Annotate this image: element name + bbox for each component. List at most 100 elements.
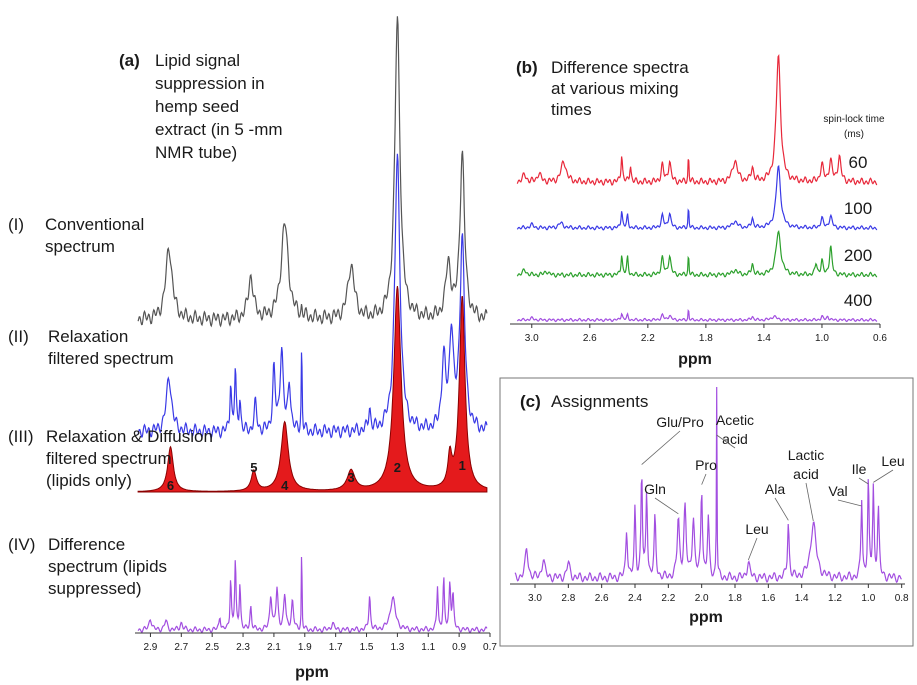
panel-b-tick-label: 0.6 <box>873 333 887 344</box>
spectrum-2-line <box>137 153 488 440</box>
panel-b-title-line-1: Difference spectra <box>551 58 689 77</box>
annotation-4-line-1: Gln <box>644 481 666 497</box>
peak-number-5: 5 <box>250 460 257 475</box>
annotation-9-line-1: Val <box>828 483 847 499</box>
panel-a-tick-label: 2.7 <box>174 642 188 653</box>
panel-c-tick-label: 1.2 <box>828 593 842 604</box>
panel-a-title-line-2: suppression in <box>155 74 265 93</box>
panel-a-title-line-1: Lipid signal <box>155 51 240 70</box>
panel-a-tick-label: 2.1 <box>267 642 281 653</box>
mixing-100-line <box>516 164 878 231</box>
annotation-8-line-1: Ile <box>852 461 867 477</box>
annotation-leader-9 <box>837 499 862 507</box>
panel-a-xlabel: ppm <box>295 664 329 681</box>
series-2-label-line-1: Relaxation <box>48 327 128 346</box>
annotation-leader-5 <box>747 537 758 561</box>
annotation-leader-3 <box>701 473 707 485</box>
series-2-roman: (II) <box>8 327 29 346</box>
panel-c-xlabel: ppm <box>689 609 723 626</box>
panel-a-tick-label: 1.9 <box>298 642 312 653</box>
panel-b-tick-label: 2.6 <box>583 333 597 344</box>
annotation-leader-1 <box>716 434 736 449</box>
panel-b-title-line-3: times <box>551 100 592 119</box>
mixing-time-label-400: 400 <box>844 291 872 310</box>
series-4-label-line-2: spectrum (lipids <box>48 557 167 576</box>
annotation-6-line-1: Ala <box>765 481 785 497</box>
panel-b-label: (b) <box>516 58 538 77</box>
panel-c-title: Assignments <box>551 392 648 411</box>
annotation-leader-6 <box>774 497 789 521</box>
peak-number-1: 1 <box>459 458 466 473</box>
series-1-label-line-1: Conventional <box>45 215 144 234</box>
annotation-leader-2 <box>641 430 681 465</box>
panel-c-tick-label: 1.0 <box>861 593 875 604</box>
annotation-leader-4 <box>654 497 679 515</box>
mixing-time-label-200: 200 <box>844 246 872 265</box>
panel-c: Acetic acid Glu/Pro Pro Gln Leu Ala Lactic acid I… <box>510 386 909 626</box>
series-4-label-line-3: suppressed) <box>48 579 142 598</box>
panel-b-xlabel: ppm <box>678 351 712 368</box>
peak-number-4: 4 <box>281 478 289 493</box>
legend-title-line-1: spin-lock time <box>823 114 885 125</box>
mixing-time-label-100: 100 <box>844 199 872 218</box>
panel-a-tick-label: 1.3 <box>390 642 404 653</box>
annotation-1-line-2: acid <box>722 431 748 447</box>
series-3-label-line-2: filtered spectrum <box>46 449 172 468</box>
panel-c-tick-label: 2.6 <box>595 593 609 604</box>
panel-a-tick-label: 2.9 <box>143 642 157 653</box>
panel-c-frame <box>499 377 914 647</box>
panel-b-tick-label: 3.0 <box>525 333 539 344</box>
panel-c-tick-label: 2.8 <box>561 593 575 604</box>
series-3-label-line-3: (lipids only) <box>46 471 132 490</box>
peak-number-3: 3 <box>347 470 354 485</box>
series-3-label-line-1: Relaxation & Diffusion <box>46 427 213 446</box>
panel-c-tick-label: 2.0 <box>695 593 709 604</box>
series-2-label-line-2: filtered spectrum <box>48 349 174 368</box>
panel-a-tick-label: 1.1 <box>421 642 435 653</box>
annotation-2-line-1: Glu/Pro <box>656 414 704 430</box>
annotation-5-line-1: Leu <box>745 521 768 537</box>
panel-c-tick-label: 0.8 <box>895 593 909 604</box>
panel-a-tick-label: 1.5 <box>360 642 374 653</box>
panel-c-tick-label: 3.0 <box>528 593 542 604</box>
panel-a-title-line-4: extract (in 5 -mm <box>155 120 283 139</box>
annotation-leader-10 <box>873 469 894 483</box>
panel-b-tick-label: 2.2 <box>641 333 655 344</box>
spectrum-3-line <box>137 286 488 493</box>
panel-a-tick-label: 2.5 <box>205 642 219 653</box>
panel-b-tick-label: 1.8 <box>699 333 713 344</box>
annotation-10-line-1: Leu <box>881 453 904 469</box>
annotation-1-line-1: Acetic <box>716 412 754 428</box>
mixing-60-line <box>516 53 878 186</box>
panel-a-tick-label: 2.3 <box>236 642 250 653</box>
series-3-roman: (III) <box>8 427 34 446</box>
mixing-400-line <box>516 308 878 323</box>
panel-a-tick-label: 0.9 <box>452 642 466 653</box>
panel-a-title-line-3: hemp seed <box>155 97 239 116</box>
annotation-7-line-1: Lactic <box>788 447 825 463</box>
spectrum-4-line <box>137 556 488 634</box>
panel-a: 6 5 4 3 2 1 (I) Conventional spectrum (II) Relaxat… <box>8 16 497 681</box>
panel-a-tick-label: 1.7 <box>329 642 343 653</box>
panel-c-tick-label: 2.2 <box>661 593 675 604</box>
mixing-time-label-60: 60 <box>849 153 868 172</box>
series-4-label-line-1: Difference <box>48 535 125 554</box>
series-1-label-line-2: spectrum <box>45 237 115 256</box>
assignments-spectrum-line <box>514 386 902 584</box>
peak-number-6: 6 <box>167 478 174 493</box>
spectrum-1-line <box>137 16 488 328</box>
mixing-200-line <box>516 229 878 278</box>
panel-c-label: (c) <box>520 392 541 411</box>
annotation-leader-7 <box>805 482 814 522</box>
panel-b: 60 100 200 400 (b) Difference spectra at vario… <box>510 53 887 368</box>
panel-c-tick-label: 1.6 <box>761 593 775 604</box>
panel-b-title-line-2: at various mixing <box>551 79 679 98</box>
panel-a-label: (a) <box>119 51 140 70</box>
panel-b-tick-label: 1.0 <box>815 333 829 344</box>
panel-c-tick-label: 1.8 <box>728 593 742 604</box>
annotation-leader-8 <box>858 477 869 485</box>
panel-c-tick-label: 2.4 <box>628 593 642 604</box>
legend-title-line-2: (ms) <box>844 129 864 140</box>
panel-a-title-line-5: NMR tube) <box>155 143 237 162</box>
